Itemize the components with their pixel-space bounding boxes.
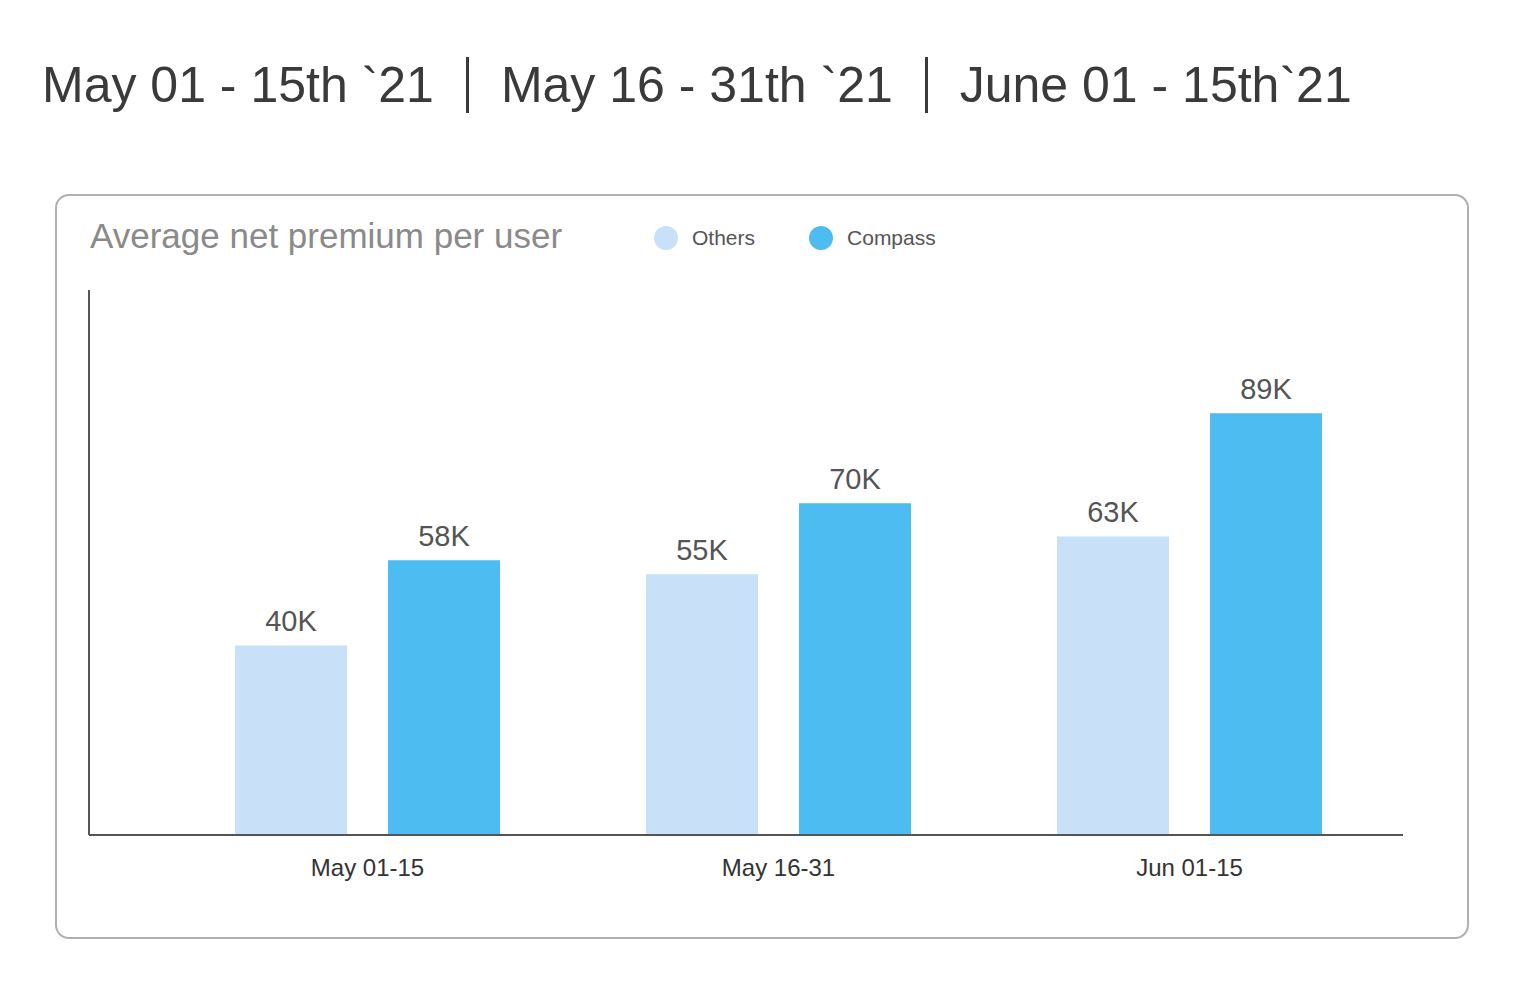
svg-text:58K: 58K bbox=[418, 520, 470, 552]
html-text:May 16 - 31th `21: May 16 - 31th `21 bbox=[500, 57, 893, 113]
html-text:Others: Others bbox=[692, 226, 755, 249]
svg-text:89K: 89K bbox=[1240, 373, 1292, 405]
html-text:May 01 - 15th `21: May 01 - 15th `21 bbox=[42, 57, 434, 113]
svg-text:55K: 55K bbox=[676, 534, 728, 566]
svg-text:May 01-15: May 01-15 bbox=[311, 854, 424, 881]
svg-text:70K: 70K bbox=[829, 463, 881, 495]
html-text:Compass: Compass bbox=[847, 226, 936, 249]
svg-text:63K: 63K bbox=[1087, 496, 1139, 528]
svg-text:Jun 01-15: Jun 01-15 bbox=[1136, 854, 1243, 881]
html-text:June 01 - 15th`21: June 01 - 15th`21 bbox=[959, 57, 1352, 113]
html-text:Average net premium per user: Average net premium per user bbox=[90, 216, 563, 255]
svg-text:May 16-31: May 16-31 bbox=[722, 854, 835, 881]
svg-text:40K: 40K bbox=[265, 605, 317, 637]
